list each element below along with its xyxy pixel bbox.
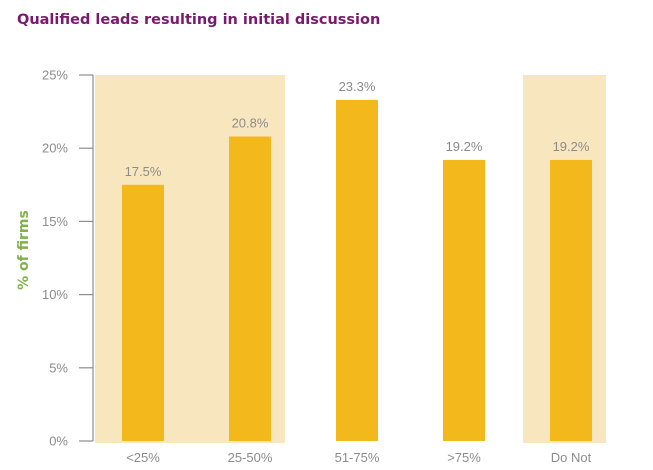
- data-labels: 17.5% 20.8% 23.3% 19.2% 19.2%: [125, 79, 590, 179]
- y-tick-label: 20%: [42, 141, 68, 156]
- bar-3: [443, 159, 485, 442]
- category-label-4: Do Not: [551, 450, 592, 465]
- bar-1: [229, 136, 271, 441]
- data-label-4: 19.2%: [553, 139, 590, 154]
- y-tick-label: 0%: [49, 434, 68, 449]
- y-tick-label: 25%: [42, 68, 68, 83]
- category-label-1: 25-50%: [228, 450, 273, 465]
- data-label-3: 19.2%: [446, 139, 483, 154]
- category-label-3: >75%: [447, 450, 481, 465]
- bars: [122, 99, 592, 442]
- data-label-2: 23.3%: [339, 79, 376, 94]
- y-tick-label: 15%: [42, 214, 68, 229]
- category-labels: <25% 25-50% 51-75% >75% Do Not: [126, 450, 591, 465]
- chart-title: Qualified leads resulting in initial dis…: [17, 12, 381, 28]
- y-tick-label: 5%: [49, 360, 68, 375]
- data-label-0: 17.5%: [125, 164, 162, 179]
- y-tick-label: 10%: [42, 287, 68, 302]
- bar-4: [550, 159, 592, 442]
- bar-0: [122, 184, 164, 442]
- category-label-2: 51-75%: [335, 450, 380, 465]
- data-label-1: 20.8%: [232, 115, 269, 130]
- y-axis: 0% 5% 10% 15% 20% 25%: [42, 68, 94, 449]
- category-label-0: <25%: [126, 450, 160, 465]
- bar-2: [336, 99, 378, 441]
